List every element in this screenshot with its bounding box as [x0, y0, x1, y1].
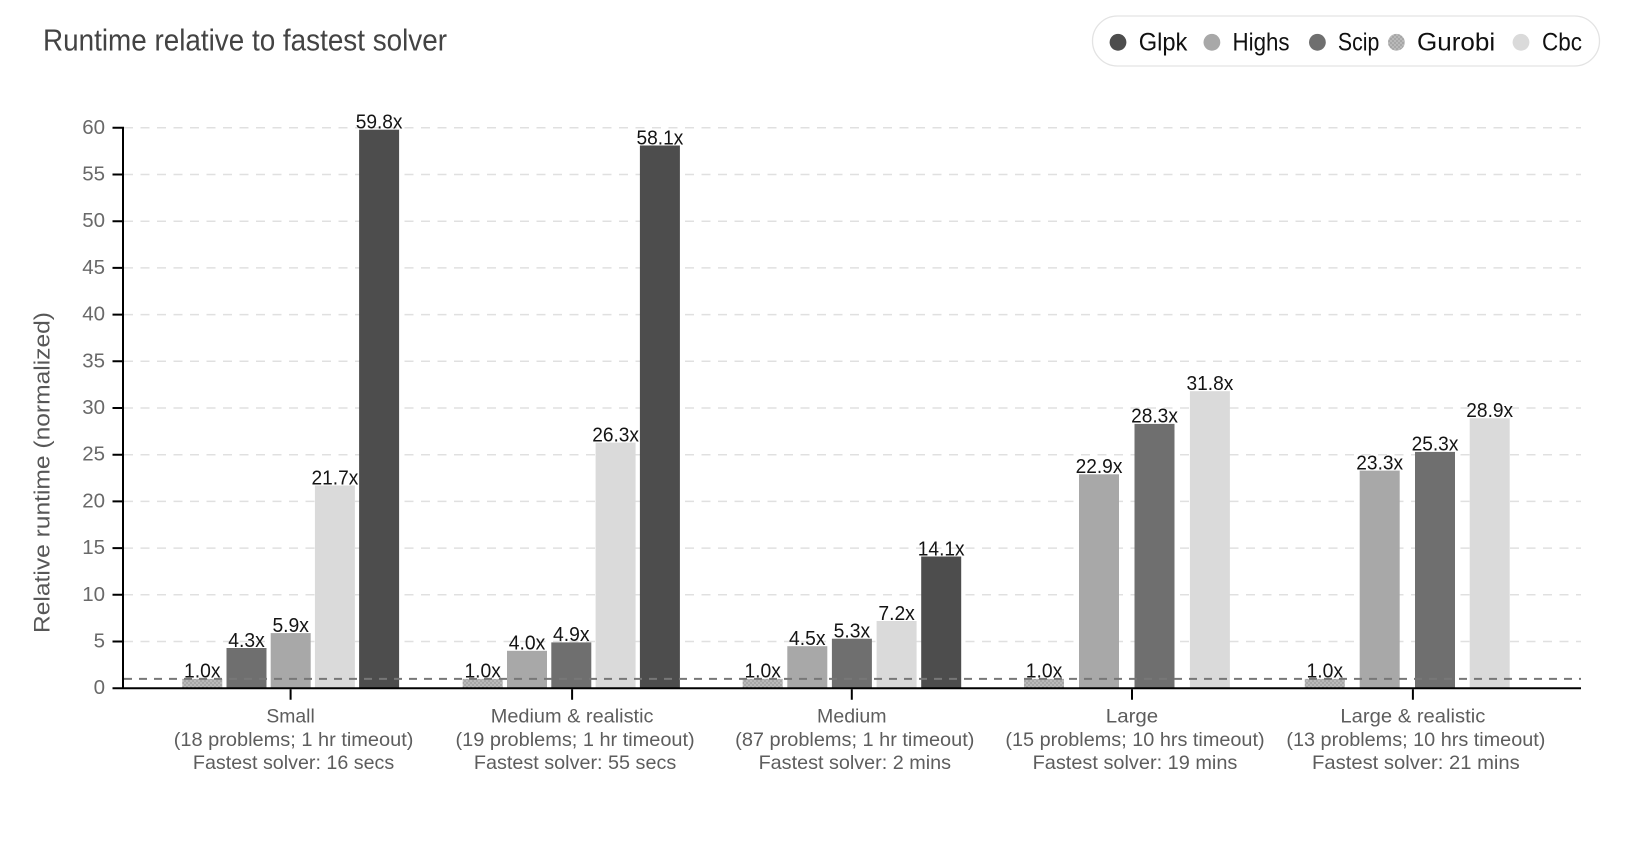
svg-text:Small: Small	[266, 706, 314, 728]
svg-text:Glpk: Glpk	[1139, 28, 1188, 56]
svg-text:Scip: Scip	[1338, 28, 1379, 56]
svg-text:(18 problems; 1 hr timeout): (18 problems; 1 hr timeout)	[174, 729, 414, 751]
svg-text:59.8x: 59.8x	[356, 112, 403, 134]
svg-text:Fastest solver: 2 mins: Fastest solver: 2 mins	[759, 752, 952, 774]
svg-text:7.2x: 7.2x	[878, 603, 915, 625]
svg-text:30: 30	[82, 396, 105, 419]
svg-text:1.0x: 1.0x	[744, 661, 781, 683]
svg-text:31.8x: 31.8x	[1187, 373, 1234, 395]
svg-text:Fastest solver: 21 mins: Fastest solver: 21 mins	[1312, 752, 1520, 774]
svg-text:4.5x: 4.5x	[789, 628, 826, 650]
svg-text:Fastest solver: 16 secs: Fastest solver: 16 secs	[193, 752, 395, 774]
svg-text:Medium & realistic: Medium & realistic	[491, 706, 654, 728]
svg-text:55: 55	[82, 163, 105, 186]
svg-text:22.9x: 22.9x	[1076, 456, 1123, 478]
svg-text:Medium: Medium	[817, 706, 887, 728]
svg-text:(13 problems; 10 hrs timeout): (13 problems; 10 hrs timeout)	[1286, 729, 1545, 751]
svg-text:(87 problems; 1 hr timeout): (87 problems; 1 hr timeout)	[735, 729, 974, 751]
svg-text:Fastest solver: 19 mins: Fastest solver: 19 mins	[1033, 752, 1238, 774]
svg-text:23.3x: 23.3x	[1356, 452, 1403, 474]
svg-text:4.0x: 4.0x	[509, 633, 546, 655]
svg-text:(15 problems; 10 hrs timeout): (15 problems; 10 hrs timeout)	[1005, 729, 1264, 751]
svg-text:45: 45	[82, 256, 105, 279]
svg-text:Large: Large	[1106, 706, 1158, 728]
svg-text:25.3x: 25.3x	[1412, 434, 1459, 456]
svg-text:(19 problems; 1 hr timeout): (19 problems; 1 hr timeout)	[456, 729, 695, 751]
svg-text:50: 50	[82, 209, 105, 232]
svg-text:20: 20	[82, 489, 105, 512]
svg-text:28.9x: 28.9x	[1466, 400, 1513, 422]
svg-text:60: 60	[82, 116, 105, 139]
svg-text:5: 5	[94, 630, 105, 653]
svg-text:14.1x: 14.1x	[918, 538, 965, 560]
svg-text:5.3x: 5.3x	[834, 621, 871, 643]
svg-text:1.0x: 1.0x	[464, 661, 501, 683]
svg-text:4.9x: 4.9x	[553, 624, 590, 646]
svg-text:26.3x: 26.3x	[592, 424, 639, 446]
svg-text:4.3x: 4.3x	[228, 630, 265, 652]
svg-text:Gurobi: Gurobi	[1417, 28, 1495, 56]
svg-text:28.3x: 28.3x	[1131, 406, 1178, 428]
svg-text:0: 0	[94, 676, 105, 699]
svg-text:1.0x: 1.0x	[1026, 661, 1063, 683]
svg-text:Highs: Highs	[1233, 28, 1290, 56]
svg-text:40: 40	[82, 303, 105, 326]
svg-text:10: 10	[82, 583, 105, 606]
svg-text:Fastest solver: 55 secs: Fastest solver: 55 secs	[474, 752, 677, 774]
svg-text:21.7x: 21.7x	[312, 467, 359, 489]
svg-text:35: 35	[82, 349, 105, 372]
svg-text:25: 25	[82, 443, 105, 466]
svg-text:Large & realistic: Large & realistic	[1340, 706, 1485, 728]
svg-text:1.0x: 1.0x	[184, 661, 221, 683]
svg-text:Cbc: Cbc	[1542, 28, 1582, 56]
svg-text:15: 15	[82, 536, 105, 559]
svg-text:Runtime relative to fastest so: Runtime relative to fastest solver	[43, 23, 447, 58]
svg-text:58.1x: 58.1x	[637, 127, 684, 149]
svg-text:Relative runtime (normalized): Relative runtime (normalized)	[30, 312, 55, 633]
svg-text:5.9x: 5.9x	[272, 615, 309, 637]
svg-text:1.0x: 1.0x	[1307, 661, 1344, 683]
